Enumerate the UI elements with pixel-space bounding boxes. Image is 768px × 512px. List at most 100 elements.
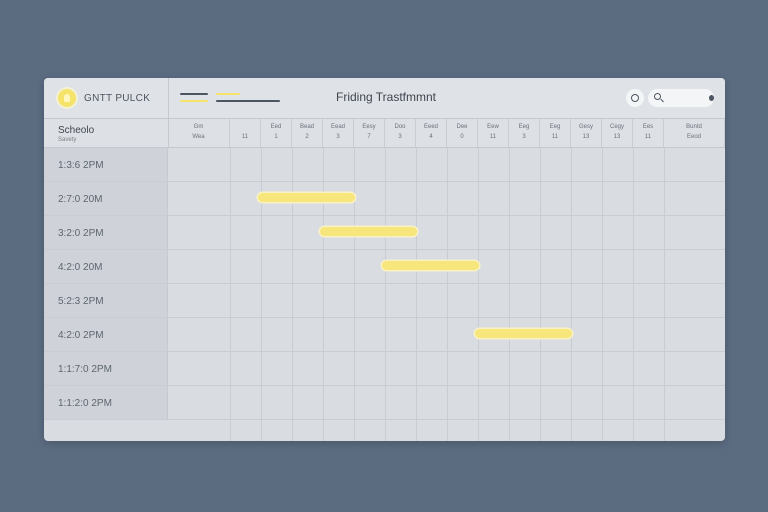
column-day: Dee <box>456 124 468 130</box>
refresh-icon[interactable] <box>626 89 644 107</box>
grid-line <box>447 148 448 441</box>
column-header[interactable]: Eew 11 <box>478 119 509 147</box>
column-day: Bead <box>299 124 314 130</box>
column-number: 11 <box>241 134 249 140</box>
grid-line <box>292 148 293 441</box>
column-number: 4 <box>429 134 433 140</box>
column-header[interactable]: Gesy 13 <box>571 119 602 147</box>
schedule-row: 1:3:6 2PM <box>44 148 725 182</box>
column-day: Doo <box>394 124 406 130</box>
gantt-grid: 1:3:6 2PM 2:7:0 20M 3:2:0 2PM 4:2:0 20M 5:2:… <box>44 148 725 441</box>
column-day: Eead <box>330 124 345 130</box>
grid-line <box>230 148 231 441</box>
row-time-label: 4:2:0 20M <box>44 250 168 283</box>
task-bar[interactable] <box>475 329 572 338</box>
column-header[interactable]: Eed 1 <box>261 119 292 147</box>
grid-line <box>602 148 603 441</box>
schedule-header: Scheolo Savety <box>44 119 169 147</box>
schedule-row: 2:7:0 20M <box>44 182 725 216</box>
column-day: Gesy <box>578 124 593 130</box>
column-number: 11 <box>489 134 497 140</box>
column-header[interactable]: Eeg 11 <box>540 119 571 147</box>
timeline-header: Scheolo Savety Gm Wea 11 Eed 1 Bead 2 Eead 3 Eesy… <box>44 119 725 148</box>
column-day: Eeg <box>518 124 530 130</box>
schedule-row: 4:2:0 2PM <box>44 318 725 352</box>
column-header[interactable]: Eead 3 <box>323 119 354 147</box>
column-number: 3 <box>336 134 340 140</box>
row-time-label: 1:1:2:0 2PM <box>44 386 168 419</box>
top-bar: GNTT PULCK Friding Trastfmmnt <box>44 78 725 119</box>
row-time-label: 5:2:3 2PM <box>44 284 168 317</box>
grid-line <box>571 148 572 441</box>
row-time-text: 1:1:7:0 2PM <box>58 364 112 375</box>
grid-line <box>416 148 417 441</box>
column-number: Eeod <box>686 134 701 140</box>
column-number: 13 <box>582 134 590 140</box>
column-header[interactable]: Eeed 4 <box>416 119 447 147</box>
row-time-text: 3:2:0 2PM <box>58 228 104 239</box>
schedule-label: Scheolo <box>58 125 95 136</box>
column-header[interactable]: Dee 0 <box>447 119 478 147</box>
search-clear-icon[interactable] <box>708 95 714 101</box>
row-time-label: 4:2:0 2PM <box>44 318 168 351</box>
search-box[interactable] <box>648 89 714 107</box>
column-number: 13 <box>613 134 621 140</box>
row-time-label: 2:7:0 20M <box>44 182 168 215</box>
column-header[interactable]: Gm Wea <box>168 119 230 147</box>
schedule-row: 5:2:3 2PM <box>44 284 725 318</box>
search-input[interactable] <box>662 91 707 105</box>
search-icon <box>654 93 664 103</box>
row-time-text: 1:1:2:0 2PM <box>58 398 112 409</box>
column-header[interactable]: Bead 2 <box>292 119 323 147</box>
column-number: 11 <box>551 134 559 140</box>
grid-line <box>385 148 386 441</box>
menu-icon[interactable] <box>180 91 280 107</box>
row-time-label: 3:2:0 2PM <box>44 216 168 249</box>
app-name: GNTT PULCK <box>84 92 151 104</box>
column-number: 11 <box>644 134 652 140</box>
schedule-row: 1:1:2:0 2PM <box>44 386 725 420</box>
brand[interactable]: GNTT PULCK <box>44 78 169 118</box>
column-day: Eew <box>487 124 499 130</box>
column-day: Buntd <box>686 124 702 130</box>
task-bar[interactable] <box>382 261 479 270</box>
column-day: Eed <box>270 124 282 130</box>
row-time-text: 5:2:3 2PM <box>58 296 104 307</box>
grid-line <box>509 148 510 441</box>
schedule-row: 3:2:0 2PM <box>44 216 725 250</box>
grid-line <box>540 148 541 441</box>
column-number: 2 <box>305 134 309 140</box>
grid-line <box>633 148 634 441</box>
column-header[interactable]: 11 <box>230 119 261 147</box>
column-day: Eeg <box>549 124 561 130</box>
gantt-window: GNTT PULCK Friding Trastfmmnt Scheolo Sa… <box>44 78 725 441</box>
column-header[interactable]: Buntd Eeod <box>664 119 725 147</box>
column-header[interactable]: Eeg 3 <box>509 119 540 147</box>
task-bar[interactable] <box>258 193 355 202</box>
column-header[interactable]: Ees 11 <box>633 119 664 147</box>
task-bar[interactable] <box>320 227 417 236</box>
column-day: Cegy <box>609 124 624 130</box>
column-day: Gm <box>193 124 204 130</box>
row-time-text: 4:2:0 20M <box>58 262 103 273</box>
column-header[interactable]: Cegy 13 <box>602 119 633 147</box>
schedule-row: 1:1:7:0 2PM <box>44 352 725 386</box>
schedule-sublabel: Savety <box>58 137 77 143</box>
column-number: 1 <box>274 134 278 140</box>
schedule-row: 4:2:0 20M <box>44 250 725 284</box>
grid-line <box>354 148 355 441</box>
column-header[interactable]: Doo 3 <box>385 119 416 147</box>
column-number: 3 <box>522 134 526 140</box>
row-time-label: 1:3:6 2PM <box>44 148 168 181</box>
row-time-text: 2:7:0 20M <box>58 194 103 205</box>
grid-line <box>664 148 665 441</box>
column-number: Wea <box>192 134 205 140</box>
column-header[interactable]: Eesy 7 <box>354 119 385 147</box>
page-title: Friding Trastfmmnt <box>336 90 437 104</box>
column-day: Eeed <box>423 124 438 130</box>
column-day: Eesy <box>362 124 376 130</box>
row-time-text: 1:3:6 2PM <box>58 160 104 171</box>
row-time-label: 1:1:7:0 2PM <box>44 352 168 385</box>
column-number: 0 <box>460 134 464 140</box>
column-day: Ees <box>642 124 654 130</box>
